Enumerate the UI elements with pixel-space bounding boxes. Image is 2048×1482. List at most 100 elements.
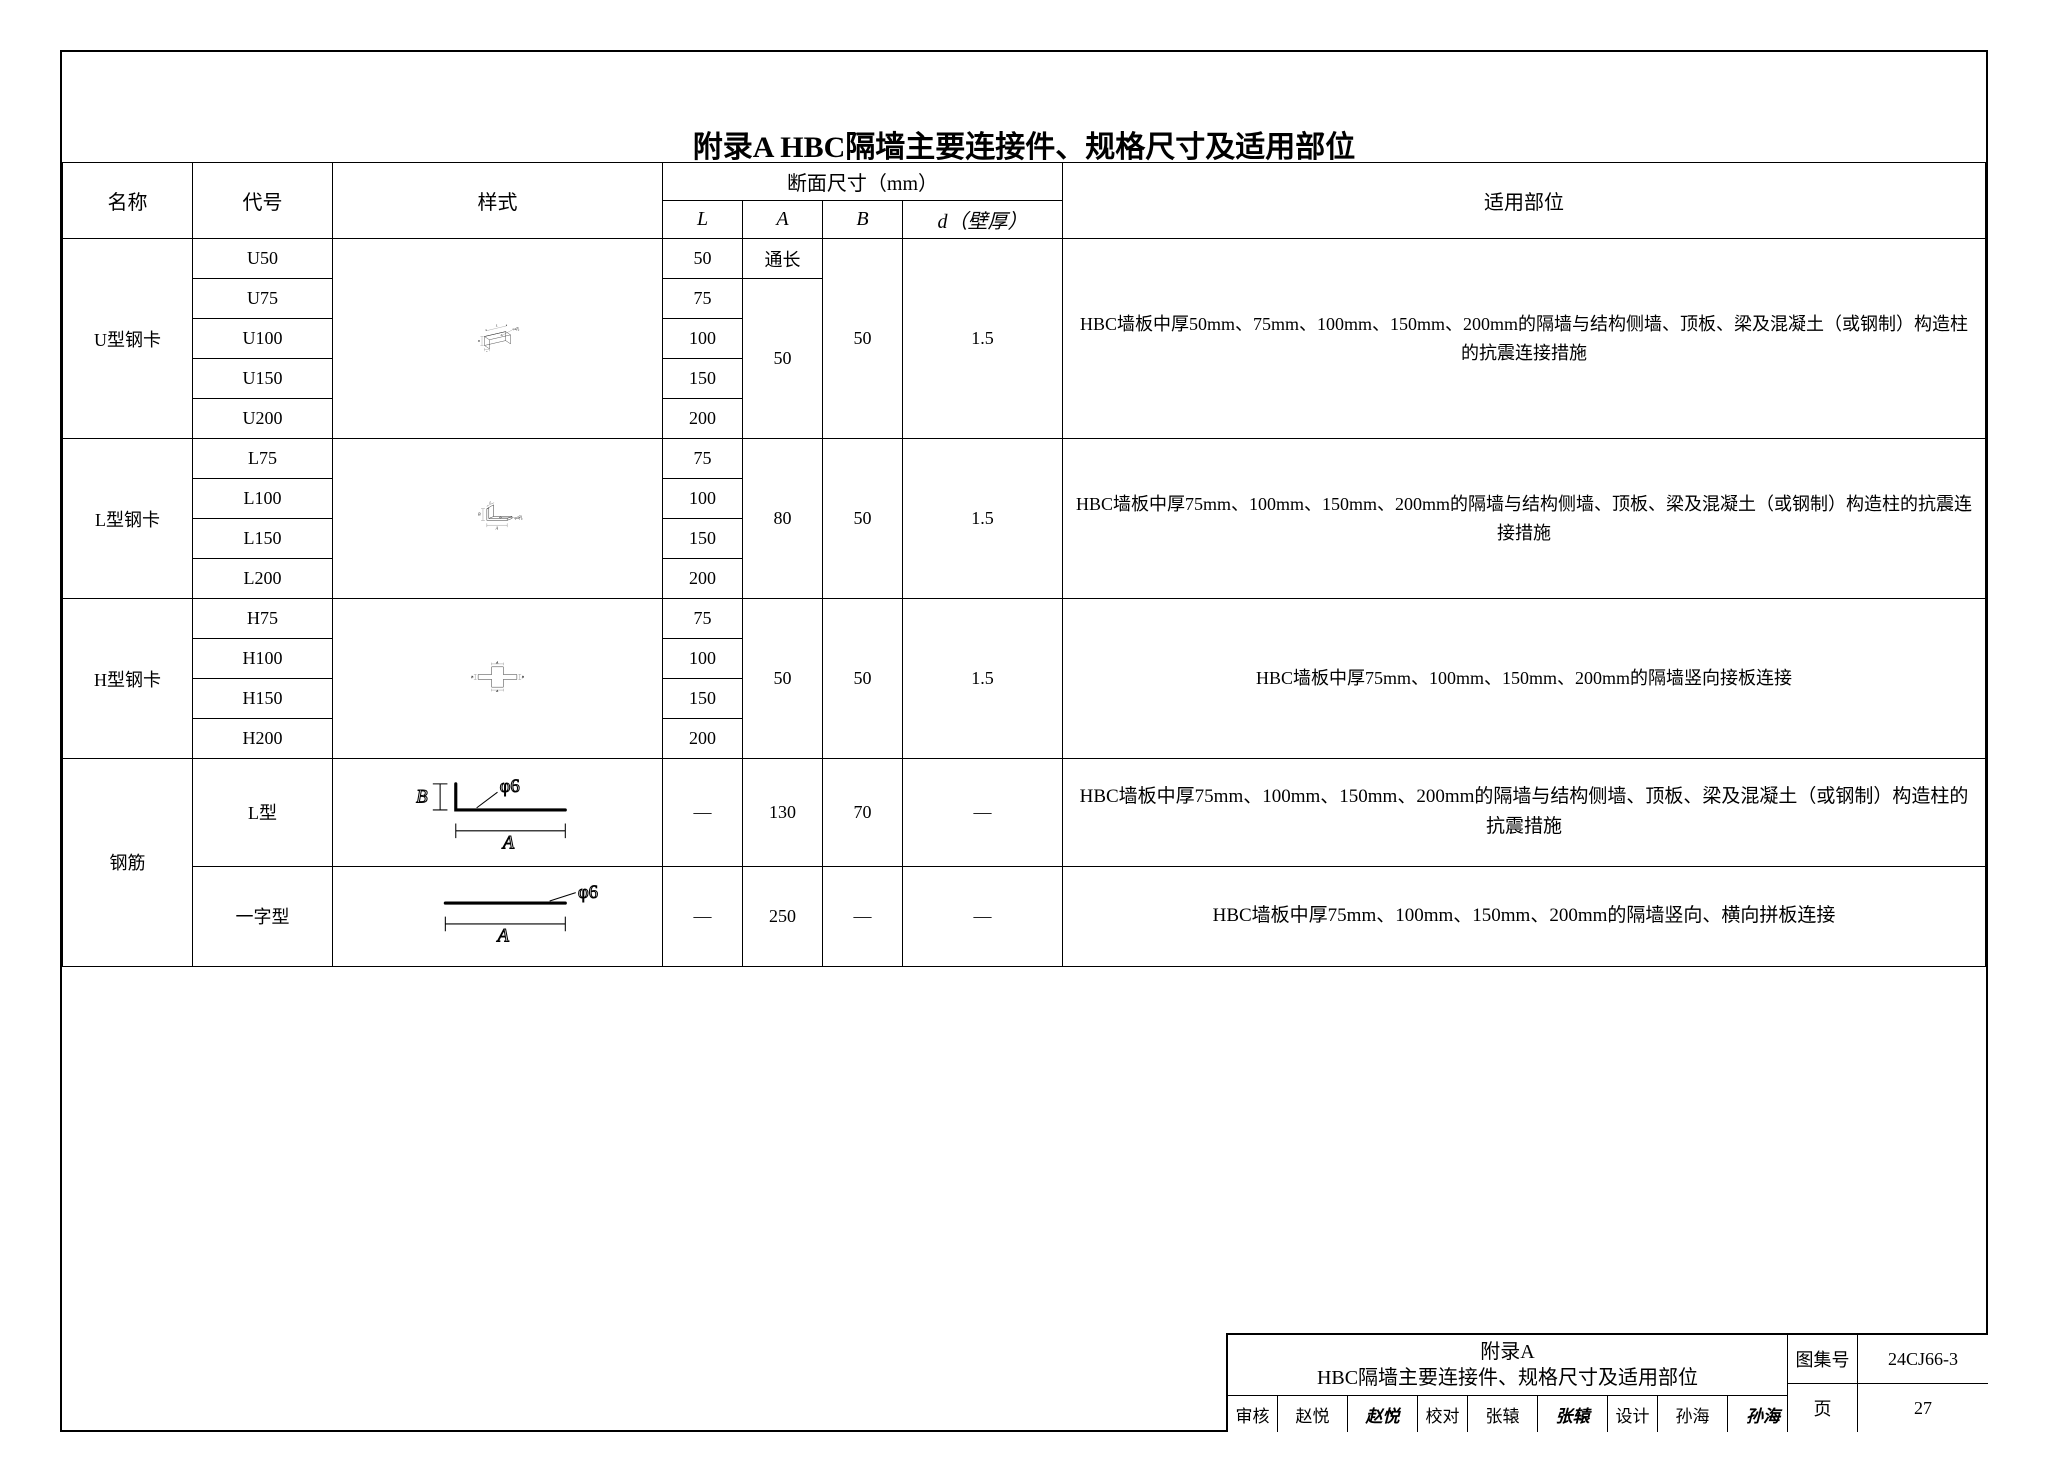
diagram-u: L A B φ4孔 bbox=[333, 239, 663, 439]
label-phi4: φ4孔 bbox=[515, 514, 523, 519]
l-shape-svg: L B A φ4孔 bbox=[341, 501, 654, 532]
cell-code: U200 bbox=[193, 399, 333, 439]
cell-L: 200 bbox=[663, 719, 743, 759]
check-name: 张辕 bbox=[1468, 1396, 1538, 1432]
u-shape-svg: L A B φ4孔 bbox=[341, 321, 654, 352]
th-d: d（壁厚） bbox=[903, 201, 1063, 239]
cell-L: 75 bbox=[663, 599, 743, 639]
page-label: 页 bbox=[1788, 1384, 1858, 1432]
cell-d: 1.5 bbox=[903, 439, 1063, 599]
label-phi6: φ6 bbox=[578, 882, 598, 903]
th-style: 样式 bbox=[333, 163, 663, 239]
cell-L: 100 bbox=[663, 319, 743, 359]
th-A: A bbox=[743, 201, 823, 239]
cell-code: H100 bbox=[193, 639, 333, 679]
th-section: 断面尺寸（mm） bbox=[663, 163, 1063, 201]
h-shape-svg: A A B B bbox=[341, 661, 654, 692]
cell-A-top: 通长 bbox=[743, 239, 823, 279]
cell-name-h: H型钢卡 bbox=[63, 599, 193, 759]
cell-B: 50 bbox=[823, 239, 903, 439]
cell-code: L型 bbox=[193, 759, 333, 867]
cell-L: 50 bbox=[663, 239, 743, 279]
atlas-label: 图集号 bbox=[1788, 1335, 1858, 1384]
label-B: B bbox=[478, 338, 480, 342]
cell-code: L100 bbox=[193, 479, 333, 519]
diagram-rebar-i: A φ6 bbox=[333, 866, 663, 966]
page-value: 27 bbox=[1858, 1384, 1988, 1432]
row-l-1: L型钢卡 L75 bbox=[63, 439, 1986, 479]
atlas-value: 24CJ66-3 bbox=[1858, 1335, 1988, 1384]
cell-L: 150 bbox=[663, 359, 743, 399]
cell-L: 150 bbox=[663, 519, 743, 559]
tb-left: 附录A HBC隔墙主要连接件、规格尺寸及适用部位 审核 赵悦 赵悦 校对 张辕 … bbox=[1228, 1335, 1788, 1432]
cell-d: 1.5 bbox=[903, 599, 1063, 759]
cell-code: U150 bbox=[193, 359, 333, 399]
tb-title-line2: HBC隔墙主要连接件、规格尺寸及适用部位 bbox=[1234, 1365, 1781, 1391]
label-B: B bbox=[478, 512, 481, 516]
cell-app-l: HBC墙板中厚75mm、100mm、150mm、200mm的隔墙与结构侧墙、顶板… bbox=[1063, 439, 1986, 599]
cell-app-rebar-l: HBC墙板中厚75mm、100mm、150mm、200mm的隔墙与结构侧墙、顶板… bbox=[1063, 759, 1986, 867]
cell-B: 50 bbox=[823, 599, 903, 759]
label-A: A bbox=[485, 349, 488, 351]
design-label: 设计 bbox=[1608, 1396, 1658, 1432]
label-A: A bbox=[501, 833, 515, 854]
diagram-h: A A B B bbox=[333, 599, 663, 759]
cell-app-h: HBC墙板中厚75mm、100mm、150mm、200mm的隔墙竖向接板连接 bbox=[1063, 599, 1986, 759]
audit-label: 审核 bbox=[1228, 1396, 1278, 1432]
header-row-1: 名称 代号 样式 断面尺寸（mm） 适用部位 bbox=[63, 163, 1986, 201]
cell-L: 200 bbox=[663, 399, 743, 439]
cell-code: L75 bbox=[193, 439, 333, 479]
label-phi4: φ4孔 bbox=[513, 325, 521, 330]
cell-code: 一字型 bbox=[193, 866, 333, 966]
row-h-1: H型钢卡 H75 A A B bbox=[63, 599, 1986, 639]
main-table: 名称 代号 样式 断面尺寸（mm） 适用部位 L A B d（壁厚） U型钢卡 … bbox=[62, 162, 1986, 967]
cell-d: — bbox=[903, 866, 1063, 966]
diagram-rebar-l: B A φ6 bbox=[333, 759, 663, 867]
label-L: L bbox=[495, 323, 498, 327]
label-phi6: φ6 bbox=[500, 776, 520, 797]
cell-d: 1.5 bbox=[903, 239, 1063, 439]
label-A: A bbox=[496, 926, 510, 947]
audit-sig: 赵悦 bbox=[1348, 1396, 1418, 1432]
cell-code: U50 bbox=[193, 239, 333, 279]
th-name: 名称 bbox=[63, 163, 193, 239]
label-A: A bbox=[495, 526, 499, 530]
cell-A: 50 bbox=[743, 599, 823, 759]
label-L: L bbox=[488, 501, 491, 504]
cell-code: U75 bbox=[193, 279, 333, 319]
check-sig: 张辕 bbox=[1538, 1396, 1608, 1432]
audit-name: 赵悦 bbox=[1278, 1396, 1348, 1432]
tb-title: 附录A HBC隔墙主要连接件、规格尺寸及适用部位 bbox=[1228, 1335, 1787, 1396]
cell-A: 130 bbox=[743, 759, 823, 867]
cell-L: 75 bbox=[663, 439, 743, 479]
cell-name-l: L型钢卡 bbox=[63, 439, 193, 599]
cell-A: 80 bbox=[743, 439, 823, 599]
rebar-i-svg: A φ6 bbox=[341, 877, 654, 950]
cell-L: 100 bbox=[663, 479, 743, 519]
cell-code: H200 bbox=[193, 719, 333, 759]
cell-app-u: HBC墙板中厚50mm、75mm、100mm、150mm、200mm的隔墙与结构… bbox=[1063, 239, 1986, 439]
cell-name-rebar: 钢筋 bbox=[63, 759, 193, 967]
cell-code: U100 bbox=[193, 319, 333, 359]
rebar-l-svg: B A φ6 bbox=[341, 763, 654, 857]
cell-L: 150 bbox=[663, 679, 743, 719]
check-label: 校对 bbox=[1418, 1396, 1468, 1432]
tb-title-line1: 附录A bbox=[1234, 1339, 1781, 1365]
label-A: A bbox=[495, 689, 499, 692]
label-B: B bbox=[471, 675, 474, 679]
cell-code: H75 bbox=[193, 599, 333, 639]
cell-code: H150 bbox=[193, 679, 333, 719]
cell-L: 75 bbox=[663, 279, 743, 319]
cell-B: 50 bbox=[823, 439, 903, 599]
th-code: 代号 bbox=[193, 163, 333, 239]
drawing-frame: 附录A HBC隔墙主要连接件、规格尺寸及适用部位 名称 代号 样式 断面尺寸（m… bbox=[60, 50, 1988, 1432]
cell-d: — bbox=[903, 759, 1063, 867]
cell-L: 200 bbox=[663, 559, 743, 599]
row-rebar-1: 钢筋 L型 B A φ6 bbox=[63, 759, 1986, 867]
cell-name-u: U型钢卡 bbox=[63, 239, 193, 439]
th-L: L bbox=[663, 201, 743, 239]
cell-B: 70 bbox=[823, 759, 903, 867]
page: 附录A HBC隔墙主要连接件、规格尺寸及适用部位 名称 代号 样式 断面尺寸（m… bbox=[0, 0, 2048, 1482]
cell-code: L150 bbox=[193, 519, 333, 559]
cell-A-rest: 50 bbox=[743, 279, 823, 439]
